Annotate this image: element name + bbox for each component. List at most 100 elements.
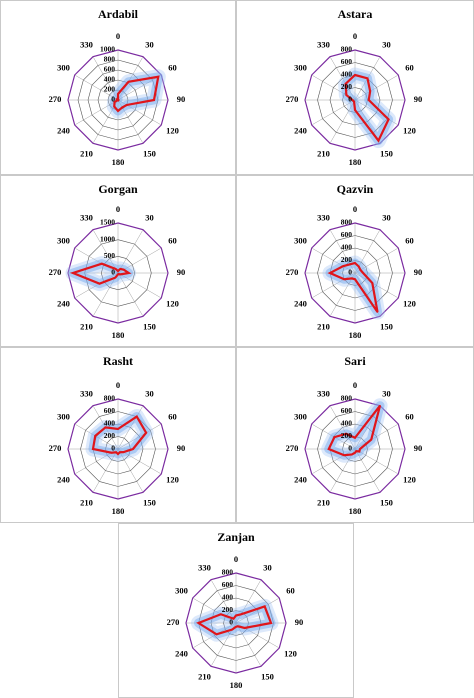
- gorgan-radial-tick-label: 500: [104, 251, 116, 260]
- rasht-title: Rasht: [103, 354, 133, 368]
- ardabil-data-point-150: [121, 106, 124, 109]
- gorgan-data-point-270: [72, 272, 74, 274]
- gorgan-data-point-180: [117, 273, 119, 276]
- qazvin-direction-label-60: 60: [405, 235, 414, 245]
- sari-data-point-270: [327, 448, 330, 450]
- rasht-radial-tick-label: 400: [104, 419, 116, 428]
- gorgan-spoke: [92, 272, 119, 317]
- rasht-direction-label-120: 120: [166, 474, 179, 484]
- rasht-direction-label-0: 0: [116, 380, 120, 390]
- gorgan-data-point-300: [101, 262, 103, 265]
- astara-direction-label-150: 150: [380, 149, 393, 159]
- ardabil-title: Ardabil: [98, 7, 139, 21]
- zanjan-radial-tick-label: 600: [222, 580, 234, 589]
- rasht-radial-tick-label: 600: [104, 406, 116, 415]
- ardabil-direction-label-270: 270: [49, 94, 62, 104]
- qazvin-radial-tick-label: 200: [341, 255, 353, 264]
- gorgan-spoke: [74, 247, 119, 274]
- ardabil-data-point-0: [117, 93, 119, 95]
- ardabil-spoke: [74, 74, 119, 101]
- sari-direction-label-240: 240: [294, 474, 307, 484]
- sari-direction-label-90: 90: [414, 443, 423, 453]
- astara-spoke: [329, 56, 356, 101]
- rasht-spoke: [117, 423, 162, 450]
- sari-data-point-0: [354, 436, 356, 439]
- rasht-spoke: [117, 405, 144, 450]
- astara-data-point-120: [387, 118, 390, 121]
- sari-radial-tick-label: 200: [341, 431, 353, 440]
- qazvin-radial-tick-label: 800: [341, 218, 353, 227]
- ardabil-data-point-210: [113, 105, 116, 108]
- sari-spoke: [311, 423, 356, 450]
- astara-spoke: [354, 74, 399, 101]
- sari-direction-label-180: 180: [349, 506, 362, 516]
- qazvin-data-point-300: [342, 265, 344, 267]
- sari-direction-label-120: 120: [403, 474, 416, 484]
- ardabil-radial-tick-label: 600: [104, 65, 116, 74]
- zanjan-direction-label-210: 210: [198, 672, 211, 682]
- sari-spoke: [329, 405, 356, 450]
- astara-data-point-300: [345, 94, 348, 96]
- qazvin-data-point-0: [354, 262, 356, 264]
- zanjan-data-point-330: [232, 617, 235, 620]
- gorgan-data-point-120: [119, 273, 122, 276]
- ardabil-direction-label-330: 330: [80, 39, 93, 49]
- zanjan-direction-label-270: 270: [167, 617, 180, 627]
- qazvin-spoke: [354, 247, 399, 274]
- zanjan-direction-label-300: 300: [175, 585, 188, 595]
- gorgan-panel: Gorgan0500100015000306090120150180210240…: [0, 175, 236, 347]
- sari-spoke: [354, 448, 381, 493]
- qazvin-spoke: [329, 272, 356, 317]
- qazvin-data-point-30: [357, 265, 360, 268]
- rasht-direction-label-180: 180: [112, 506, 125, 516]
- rasht-spoke: [117, 448, 162, 475]
- qazvin-spoke: [329, 229, 356, 274]
- astara-direction-label-0: 0: [353, 31, 357, 41]
- gorgan-data-point-60: [122, 268, 125, 271]
- qazvin-direction-label-270: 270: [286, 267, 299, 277]
- gorgan-spoke: [117, 229, 144, 274]
- zanjan-panel: Zanjan0200400600800030609012015018021024…: [118, 523, 354, 698]
- astara-direction-label-300: 300: [294, 62, 307, 72]
- gorgan-spoke: [92, 229, 119, 274]
- sari-radial-tick-label: 800: [341, 394, 353, 403]
- gorgan-direction-label-330: 330: [80, 212, 93, 222]
- zanjan-direction-label-330: 330: [198, 562, 211, 572]
- zanjan-direction-label-0: 0: [234, 554, 238, 564]
- astara-radial-tick-label: 800: [341, 45, 353, 54]
- gorgan-data-point-330: [114, 268, 117, 270]
- zanjan-radial-tick-label: 800: [222, 568, 234, 577]
- ardabil-data-point-90: [153, 99, 155, 101]
- astara-radial-tick-label: 400: [341, 70, 353, 79]
- qazvin-radial-tick-label: 0: [348, 268, 352, 277]
- qazvin-direction-label-150: 150: [380, 322, 393, 332]
- rasht-data-point-300: [94, 435, 97, 437]
- astara-data-point-270: [351, 99, 354, 101]
- astara-direction-label-330: 330: [317, 39, 330, 49]
- qazvin-title: Qazvin: [337, 182, 374, 196]
- qazvin-radial-tick-label: 400: [341, 243, 353, 252]
- gorgan-direction-label-270: 270: [49, 267, 62, 277]
- sari-direction-label-150: 150: [380, 498, 393, 508]
- zanjan-spoke: [192, 597, 237, 624]
- ardabil-data-point-240: [113, 101, 116, 103]
- sari-direction-label-30: 30: [382, 388, 391, 398]
- qazvin-spoke: [354, 272, 399, 299]
- ardabil-data-point-60: [157, 75, 160, 78]
- rasht-radial-tick-label: 200: [104, 431, 116, 440]
- astara-direction-label-180: 180: [349, 157, 362, 167]
- ardabil-direction-label-300: 300: [57, 62, 70, 72]
- qazvin-direction-label-120: 120: [403, 298, 416, 308]
- qazvin-direction-label-210: 210: [317, 322, 330, 332]
- rasht-data-point-180: [117, 453, 119, 455]
- zanjan-data-point-180: [235, 625, 237, 628]
- sari-spoke: [311, 448, 356, 475]
- zanjan-spoke: [235, 597, 280, 624]
- gorgan-direction-label-90: 90: [177, 267, 186, 277]
- qazvin-direction-label-240: 240: [294, 298, 307, 308]
- rasht-data-point-30: [135, 415, 138, 418]
- ardabil-direction-label-30: 30: [145, 39, 154, 49]
- sari-direction-label-60: 60: [405, 411, 414, 421]
- zanjan-direction-label-150: 150: [261, 672, 274, 682]
- zanjan-data-point-300: [220, 613, 222, 616]
